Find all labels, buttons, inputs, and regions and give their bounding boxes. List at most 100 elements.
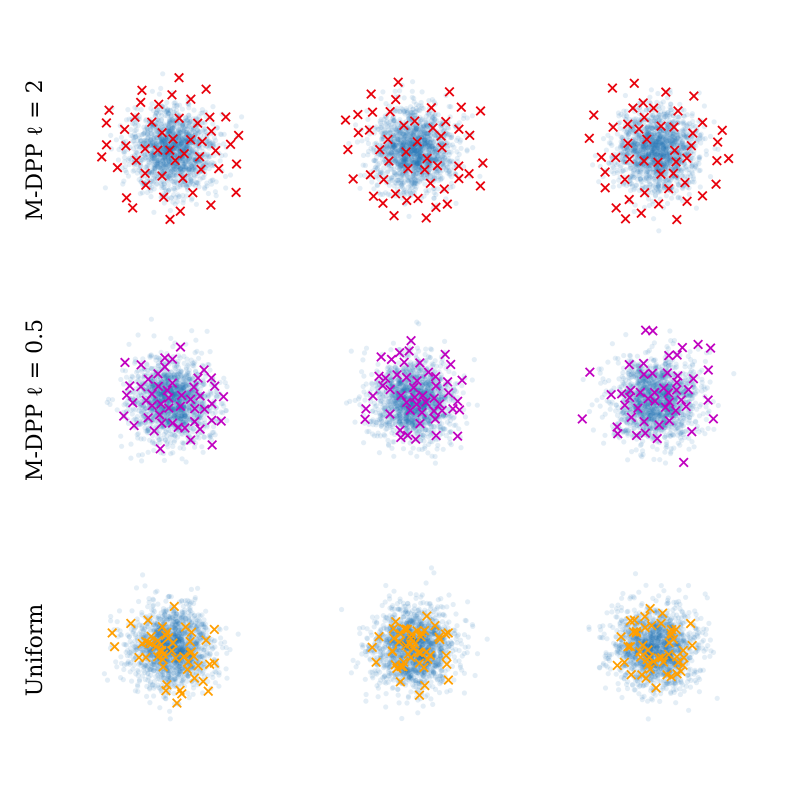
sample-marker (127, 203, 138, 213)
background-point (206, 154, 212, 160)
background-point (149, 155, 156, 161)
background-point (145, 133, 151, 139)
background-point (406, 140, 412, 146)
background-point (413, 184, 419, 190)
background-point (682, 173, 688, 179)
background-point (447, 142, 453, 148)
background-point (711, 119, 717, 125)
background-point (149, 170, 155, 176)
background-point (183, 114, 189, 120)
sample-marker (121, 192, 132, 203)
background-point (171, 172, 177, 178)
scatter-panels (96, 71, 737, 722)
background-point (158, 121, 164, 128)
background-point (378, 95, 384, 102)
background-point (155, 160, 161, 166)
background-point (180, 135, 186, 141)
background-point (432, 118, 438, 124)
background-point (380, 191, 386, 197)
background-point (174, 199, 180, 205)
background-point (123, 169, 130, 175)
background-point (603, 147, 610, 153)
background-point (149, 184, 155, 190)
background-point (392, 158, 398, 164)
background-point (590, 162, 596, 168)
background-point (176, 138, 182, 144)
background-point (156, 164, 163, 170)
background-point (159, 165, 165, 171)
background-point (233, 123, 239, 129)
background-point (185, 124, 191, 130)
background-point (188, 179, 194, 185)
background-point (152, 168, 158, 174)
background-point (189, 167, 195, 173)
sample-marker (340, 115, 351, 125)
background-point (161, 161, 167, 167)
background-point (204, 180, 210, 186)
background-point (631, 187, 637, 193)
background-point (681, 121, 687, 128)
background-point (154, 140, 160, 147)
background-point (377, 120, 383, 126)
sample-marker (205, 200, 216, 211)
background-point (689, 111, 696, 117)
background-point (617, 119, 623, 125)
background-point (652, 145, 658, 151)
background-point (413, 101, 419, 107)
background-point (125, 107, 131, 113)
background-point (450, 184, 456, 190)
background-point (184, 144, 190, 151)
background-point (157, 156, 163, 162)
sample-marker (187, 187, 198, 198)
background-point (647, 148, 653, 154)
background-point (186, 169, 192, 175)
background-point (239, 114, 245, 120)
background-point (186, 166, 193, 172)
background-point (178, 138, 184, 144)
background-point (683, 131, 690, 137)
sample-marker (611, 203, 622, 213)
background-point (418, 129, 424, 136)
background-point (113, 137, 119, 143)
sample-marker (584, 133, 595, 144)
background-point (635, 147, 641, 153)
background-point (186, 150, 192, 156)
background-point (395, 150, 401, 156)
background-point (195, 131, 201, 137)
background-point (148, 151, 154, 157)
background-point (134, 150, 140, 156)
background-point (165, 129, 171, 135)
background-point (165, 109, 171, 116)
background-point (477, 173, 483, 179)
background-point (369, 179, 375, 185)
background-point (402, 111, 408, 117)
background-point (657, 112, 663, 118)
background-point (362, 172, 368, 179)
background-point (171, 179, 177, 185)
background-point (394, 108, 400, 114)
background-point (703, 148, 709, 154)
background-point (185, 166, 191, 172)
background-point (676, 114, 682, 120)
background-point (644, 168, 651, 174)
background-point (172, 115, 178, 121)
background-point (156, 91, 162, 97)
background-point (122, 155, 128, 161)
background-point (152, 155, 158, 161)
background-point (354, 139, 360, 145)
background-point (166, 161, 172, 167)
background-point (617, 125, 623, 131)
sample-marker (201, 84, 212, 95)
background-point (149, 131, 155, 137)
background-point (413, 159, 419, 166)
background-point (408, 190, 414, 196)
sample-marker (600, 182, 611, 193)
background-point (149, 149, 155, 155)
background-point (689, 179, 695, 185)
sample-marker (723, 153, 734, 164)
background-point (193, 337, 199, 343)
background-point (664, 135, 670, 141)
background-point (651, 216, 657, 222)
background-point (162, 163, 168, 169)
